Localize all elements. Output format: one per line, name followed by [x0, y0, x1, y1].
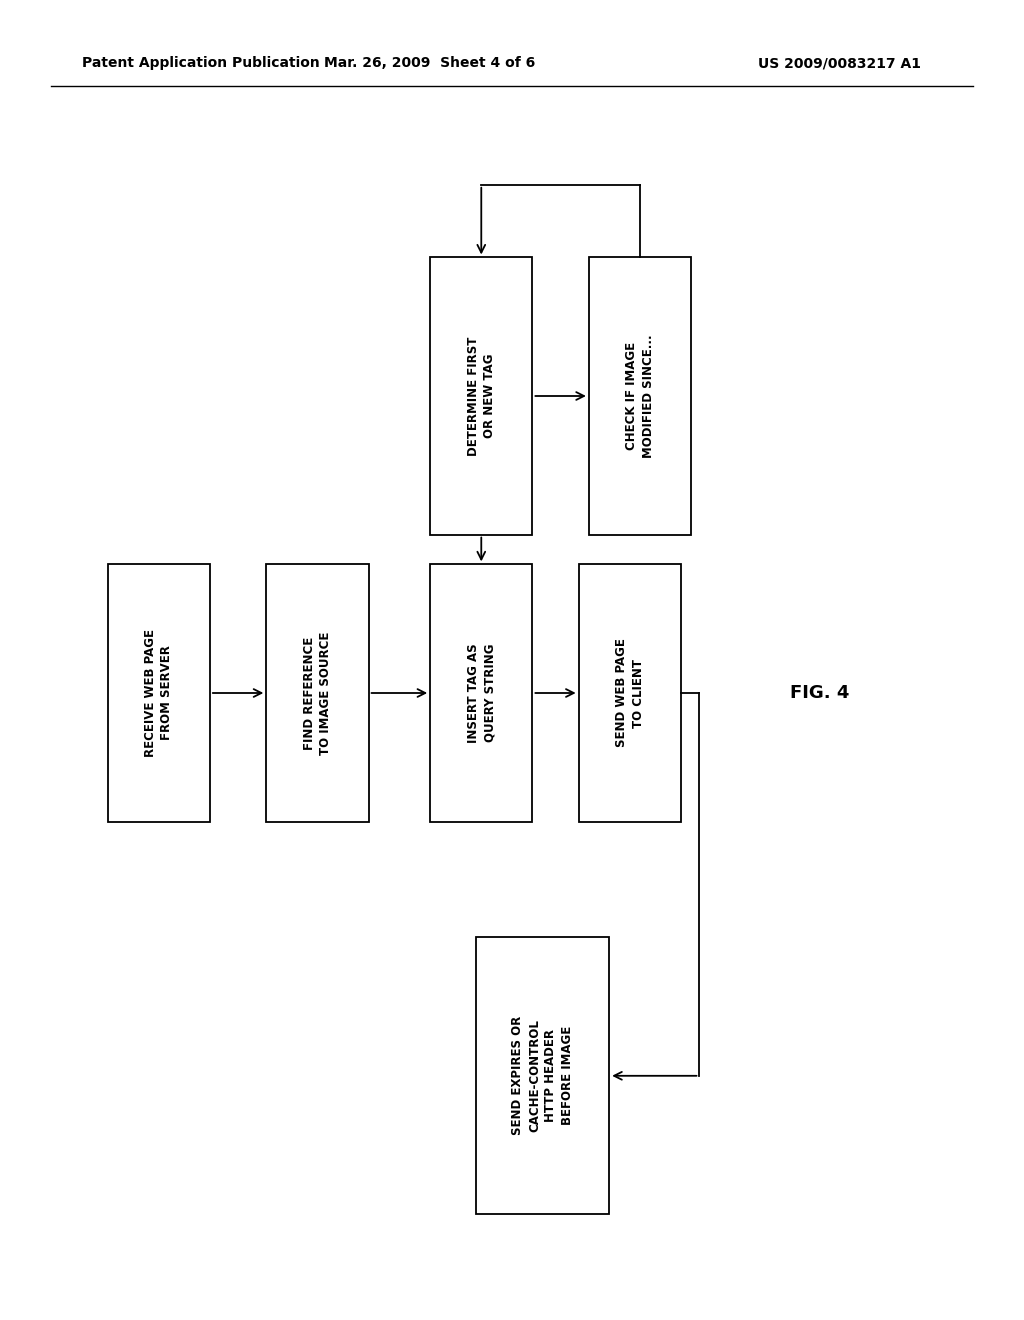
- Text: Patent Application Publication: Patent Application Publication: [82, 57, 319, 70]
- Bar: [579, 565, 681, 821]
- Text: SEND WEB PAGE
TO CLIENT: SEND WEB PAGE TO CLIENT: [615, 639, 644, 747]
- Text: US 2009/0083217 A1: US 2009/0083217 A1: [758, 57, 922, 70]
- Text: INSERT TAG AS
QUERY STRING: INSERT TAG AS QUERY STRING: [467, 643, 496, 743]
- Text: DETERMINE FIRST
OR NEW TAG: DETERMINE FIRST OR NEW TAG: [467, 337, 496, 455]
- Bar: [476, 937, 609, 1214]
- Bar: [430, 565, 532, 821]
- Bar: [266, 565, 369, 821]
- Text: FIG. 4: FIG. 4: [790, 684, 849, 702]
- Text: CHECK IF IMAGE
MODIFIED SINCE...: CHECK IF IMAGE MODIFIED SINCE...: [626, 334, 654, 458]
- Bar: [430, 257, 532, 535]
- Bar: [589, 257, 691, 535]
- Text: Mar. 26, 2009  Sheet 4 of 6: Mar. 26, 2009 Sheet 4 of 6: [325, 57, 536, 70]
- Text: FIND REFERENCE
TO IMAGE SOURCE: FIND REFERENCE TO IMAGE SOURCE: [303, 631, 332, 755]
- Text: RECEIVE WEB PAGE
FROM SERVER: RECEIVE WEB PAGE FROM SERVER: [144, 630, 173, 756]
- Bar: [108, 565, 210, 821]
- Text: SEND EXPIRES OR
CACHE-CONTROL
HTTP HEADER
BEFORE IMAGE: SEND EXPIRES OR CACHE-CONTROL HTTP HEADE…: [511, 1016, 574, 1135]
